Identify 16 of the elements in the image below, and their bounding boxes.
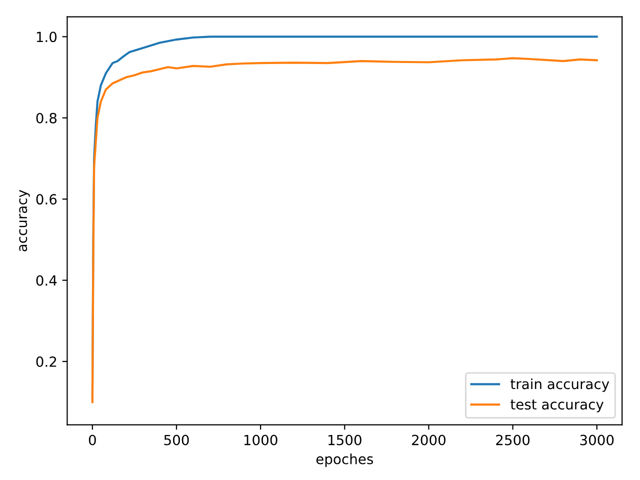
y-tick-label: 0.4 bbox=[36, 275, 57, 286]
x-tick-label: 2500 bbox=[496, 434, 530, 446]
x-tick-label: 1500 bbox=[328, 434, 362, 446]
legend-label: test accuracy bbox=[510, 400, 604, 412]
y-axis-title: accuracy bbox=[19, 190, 30, 252]
x-axis-title: epoches bbox=[316, 454, 373, 467]
y-tick-label: 0.2 bbox=[36, 356, 56, 367]
x-tick-label: 2000 bbox=[412, 434, 446, 446]
x-tick-label: 3000 bbox=[580, 434, 614, 446]
y-tick-label: 0.6 bbox=[36, 194, 57, 205]
x-tick-label: 0 bbox=[88, 434, 96, 446]
legend-label: train accuracy bbox=[510, 378, 610, 392]
y-tick-label: 1.0 bbox=[36, 32, 57, 42]
x-tick-label: 1000 bbox=[244, 434, 278, 446]
x-tick-label: 500 bbox=[164, 434, 189, 446]
y-tick-label: 0.8 bbox=[36, 112, 57, 124]
